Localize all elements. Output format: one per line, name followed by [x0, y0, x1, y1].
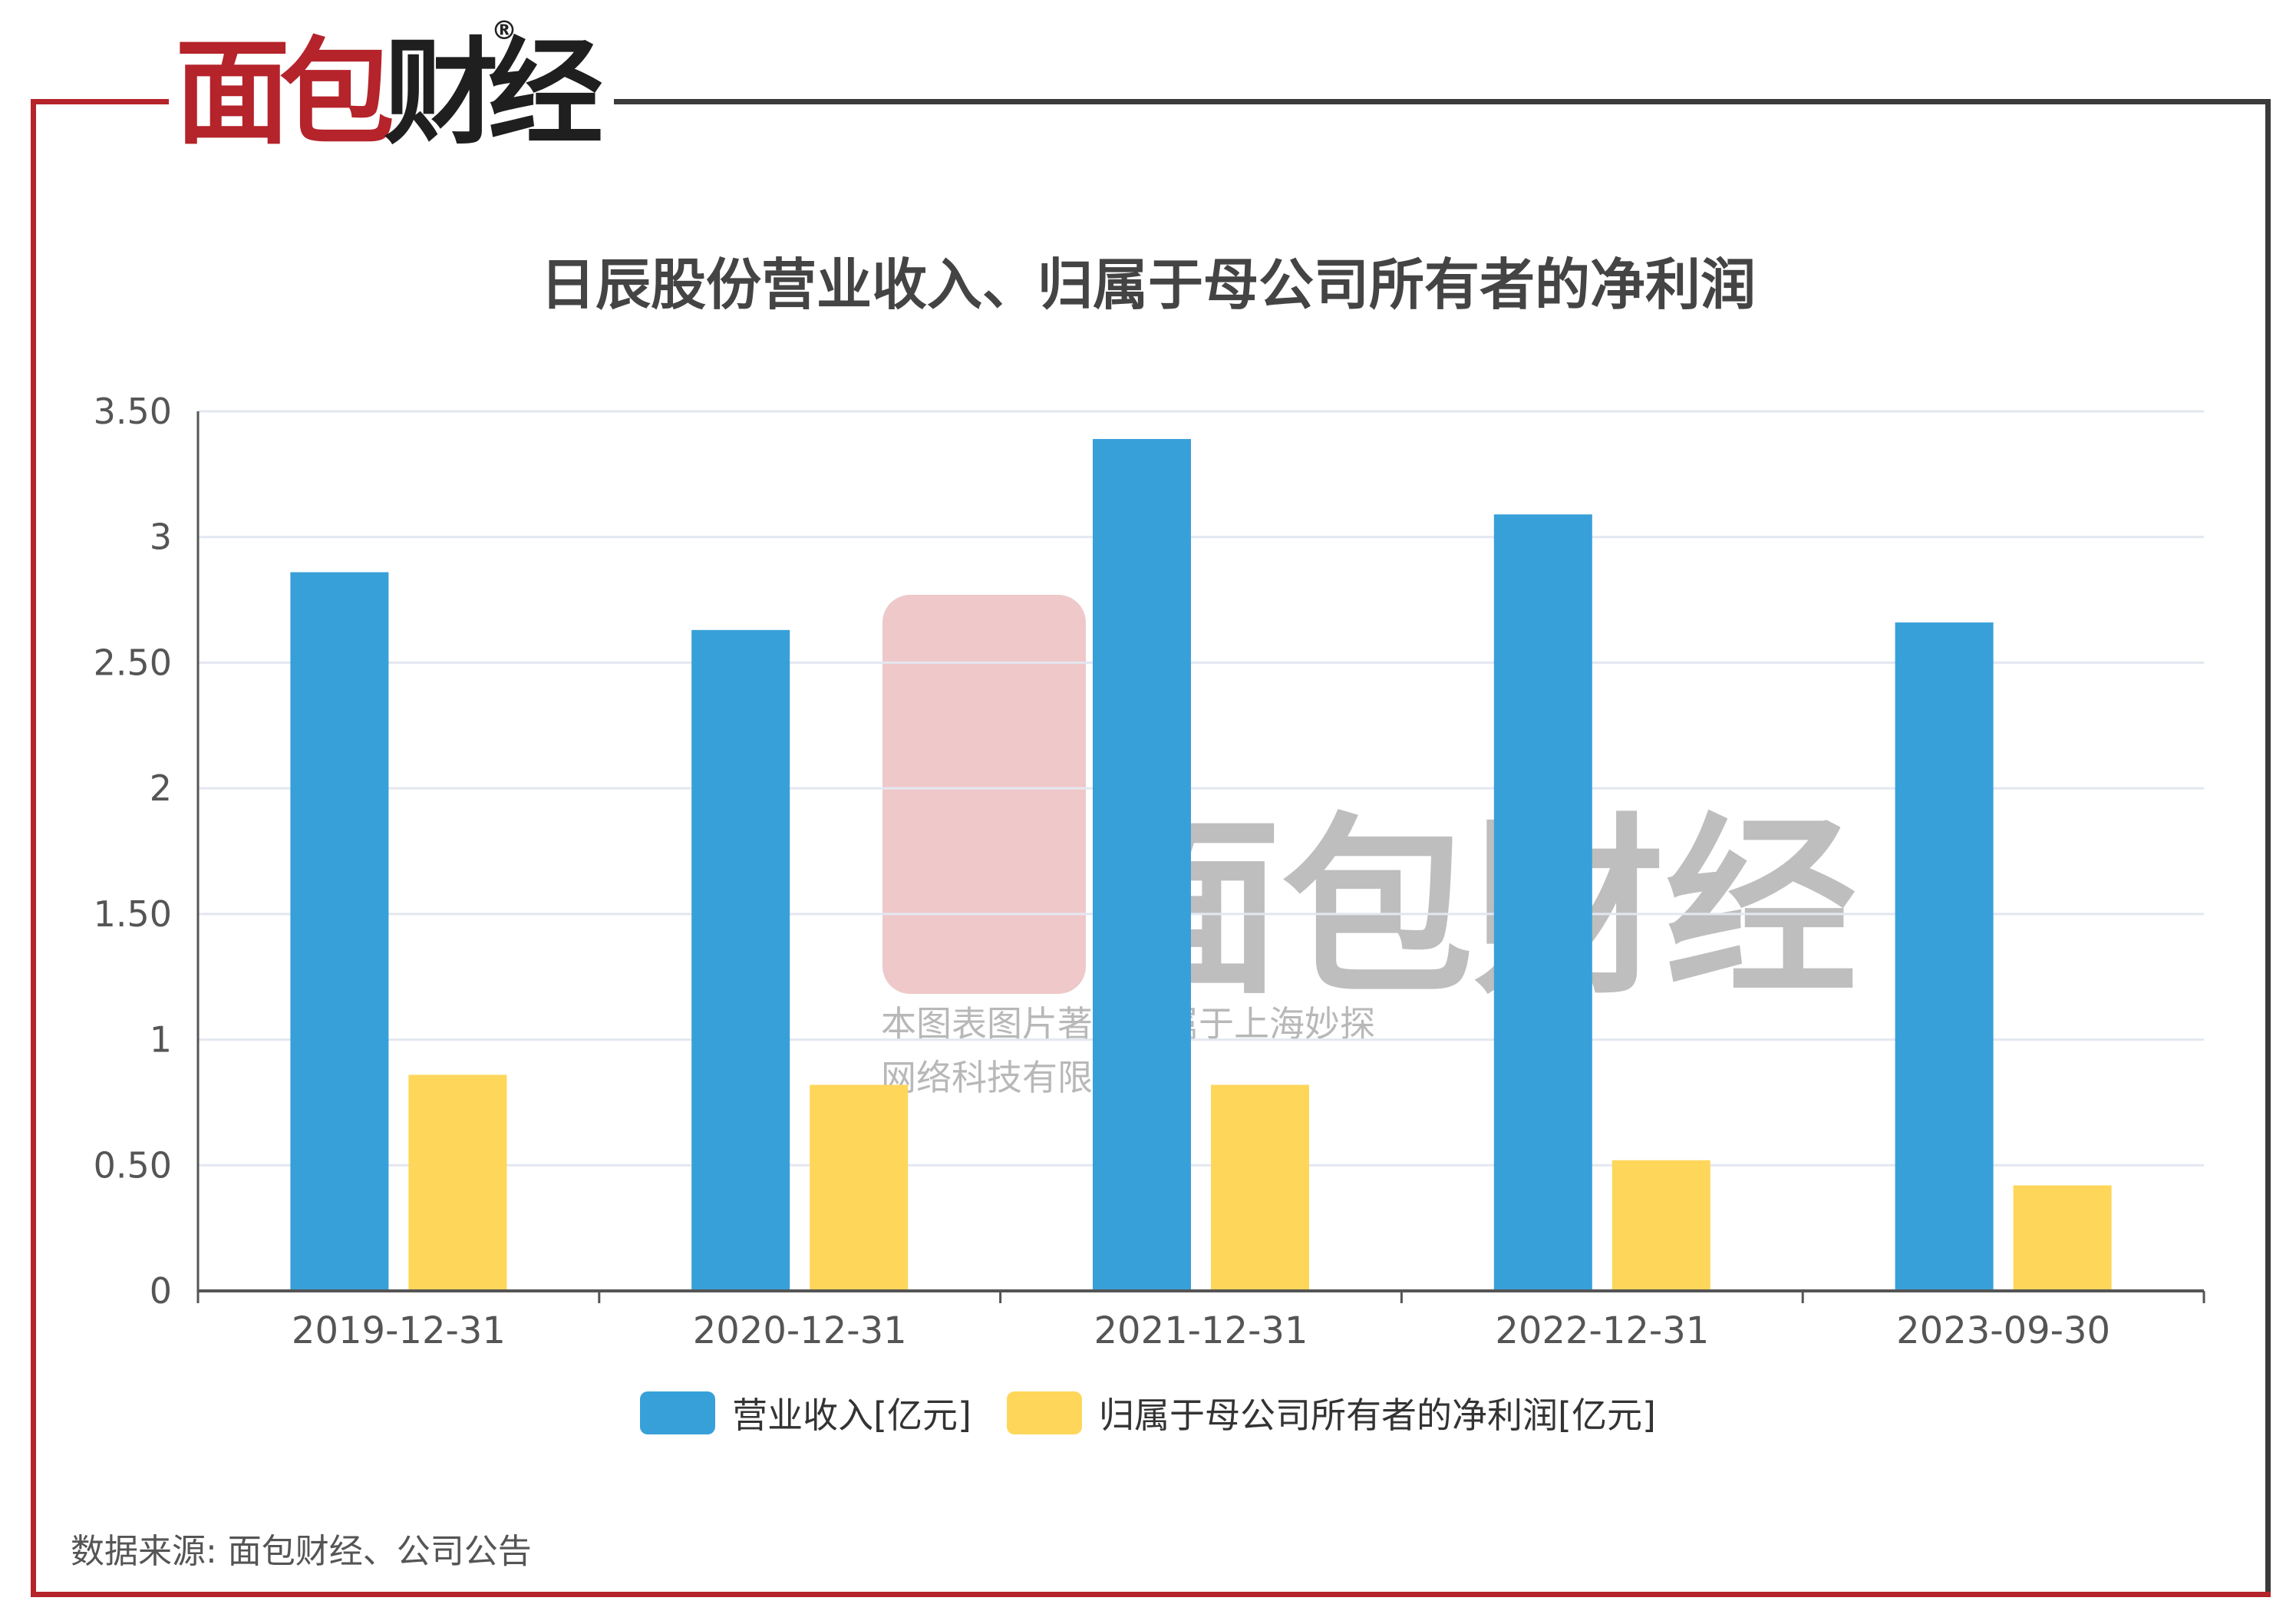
grid-lines [198, 410, 2204, 1167]
bar-revenue [1493, 514, 1592, 1291]
bar-net-profit [408, 1074, 507, 1291]
y-tick-label: 2 [150, 767, 172, 809]
x-tick-label: 2021-12-31 [1094, 1309, 1308, 1352]
y-tick-label: 0.50 [94, 1144, 172, 1186]
frame-right-border [2265, 99, 2271, 1597]
frame-top-left-accent [31, 99, 169, 104]
bars [290, 439, 2112, 1292]
x-tick-label: 2019-12-31 [292, 1309, 506, 1352]
bar-revenue [1093, 439, 1191, 1292]
chart-title: 日辰股份营业收入、归属于母公司所有者的净利润 [539, 253, 1756, 317]
brand-logo-text-red: 面包 [175, 27, 394, 160]
y-tick-label: 3 [150, 517, 172, 558]
brand-logo-text-dark: 财经 [384, 27, 603, 160]
axes: 0 0.50 1 1.50 2 2.50 3 3.50 2019-12-31 2020-12-31… [94, 391, 2205, 1352]
legend-label-revenue: 营业收入[亿元] [732, 1395, 972, 1436]
bar-net-profit [810, 1084, 909, 1291]
x-tick-label: 2023-09-30 [1896, 1309, 2110, 1352]
bar-net-profit [1211, 1084, 1309, 1291]
y-tick-label: 2.50 [94, 642, 172, 683]
frame-left-border [31, 99, 36, 1597]
watermark-seal [882, 595, 1086, 994]
brand-logo: 面包 财经 ® [175, 15, 603, 170]
bar-net-profit [2013, 1185, 2112, 1291]
legend-label-net-profit: 归属于母公司所有者的净利润[亿元] [1099, 1395, 1656, 1436]
bar-revenue [691, 629, 790, 1291]
legend: 营业收入[亿元] 归属于母公司所有者的净利润[亿元] [0, 1388, 2296, 1438]
x-tick-label: 2022-12-31 [1495, 1309, 1709, 1352]
bar-net-profit [1611, 1160, 1710, 1291]
bar-revenue [290, 572, 389, 1291]
y-tick-label: 1.50 [94, 893, 172, 935]
watermark-logo-text: 面包财经 [1090, 797, 1857, 1020]
x-tick-label: 2020-12-31 [693, 1309, 907, 1352]
y-tick-label: 1 [150, 1019, 172, 1061]
y-tick-label: 3.50 [94, 391, 172, 432]
legend-item-revenue[interactable]: 营业收入[亿元] [640, 1388, 972, 1438]
frame-top-border [614, 99, 2271, 104]
watermark: 面包财经 本图表图片著作权属于上海妙探 网络科技有限公司 [881, 595, 1857, 1098]
frame-bottom-border [31, 1592, 2271, 1597]
registered-mark: ® [491, 15, 517, 46]
bar-revenue [1895, 622, 1994, 1291]
y-tick-label: 0 [150, 1270, 172, 1312]
legend-item-net-profit[interactable]: 归属于母公司所有者的净利润[亿元] [1007, 1388, 1656, 1438]
legend-swatch-revenue [640, 1391, 716, 1434]
legend-swatch-net-profit [1007, 1391, 1082, 1434]
source-note: 数据来源: 面包财经、公司公告 [71, 1532, 532, 1571]
